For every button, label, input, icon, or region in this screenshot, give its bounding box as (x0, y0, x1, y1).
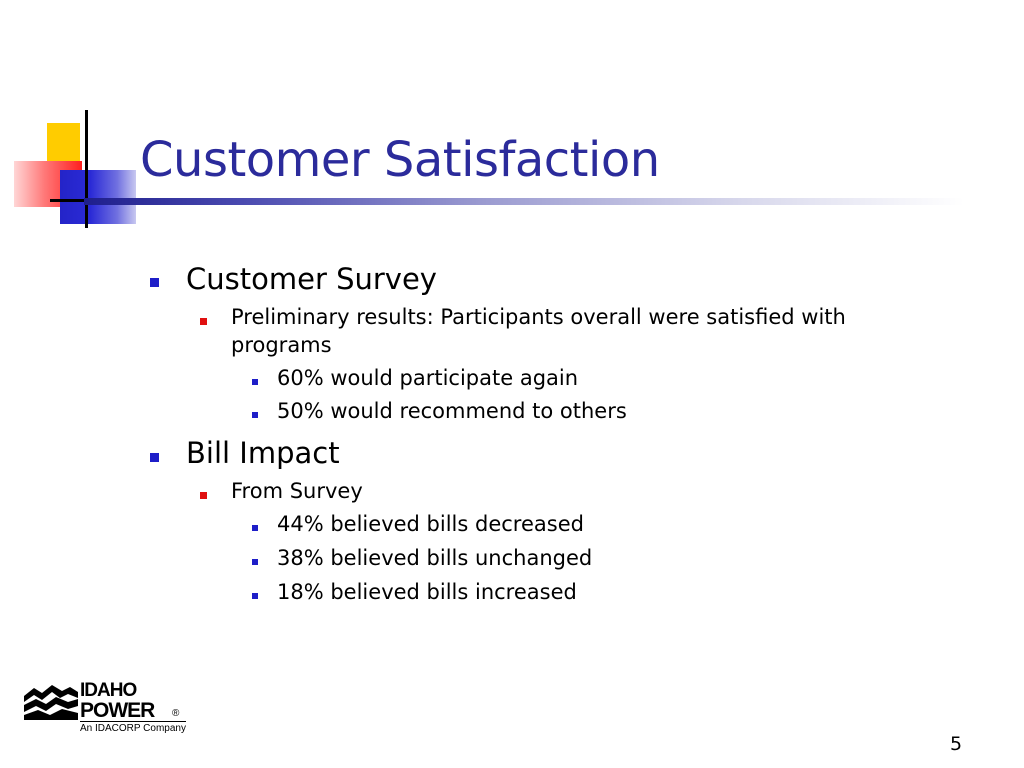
title-decoration (0, 0, 140, 240)
bullet-item-level3: 50% would recommend to others (277, 399, 627, 423)
bullet-square-icon (252, 379, 258, 385)
logo-divider (80, 721, 186, 722)
logo-tagline: An IDACORP Company (80, 723, 186, 734)
bullet-item-level1: Customer Survey (186, 262, 437, 296)
bullet-item-level2: From Survey (231, 479, 363, 503)
mountain-logo-icon (24, 682, 78, 722)
logo-line2: POWER (80, 699, 155, 722)
bullet-square-icon (150, 453, 159, 462)
decor-vertical-line (85, 110, 88, 228)
bullet-item-continuation: programs (231, 333, 332, 357)
bullet-item-level3: 38% believed bills unchanged (277, 546, 593, 570)
slide-title: Customer Satisfaction (140, 132, 660, 188)
decor-blue-square (60, 170, 136, 224)
bullet-item-level1: Bill Impact (186, 436, 340, 470)
bullet-item-level3: 44% believed bills decreased (277, 512, 584, 536)
title-underline (84, 198, 964, 205)
logo-line1: IDAHO (80, 680, 137, 701)
bullet-item-level2: Preliminary results: Participants overal… (231, 305, 846, 329)
bullet-square-icon (200, 318, 207, 325)
idaho-power-logo: IDAHO POWER ® An IDACORP Company (24, 680, 194, 740)
page-number: 5 (950, 733, 963, 755)
bullet-square-icon (252, 559, 258, 565)
bullet-square-icon (252, 593, 258, 599)
bullet-square-icon (252, 525, 258, 531)
bullet-item-level3: 18% believed bills increased (277, 580, 577, 604)
registered-mark: ® (172, 708, 180, 719)
bullet-square-icon (200, 492, 207, 499)
bullet-square-icon (150, 278, 159, 287)
bullet-square-icon (252, 412, 258, 418)
bullet-item-level3: 60% would participate again (277, 366, 579, 390)
